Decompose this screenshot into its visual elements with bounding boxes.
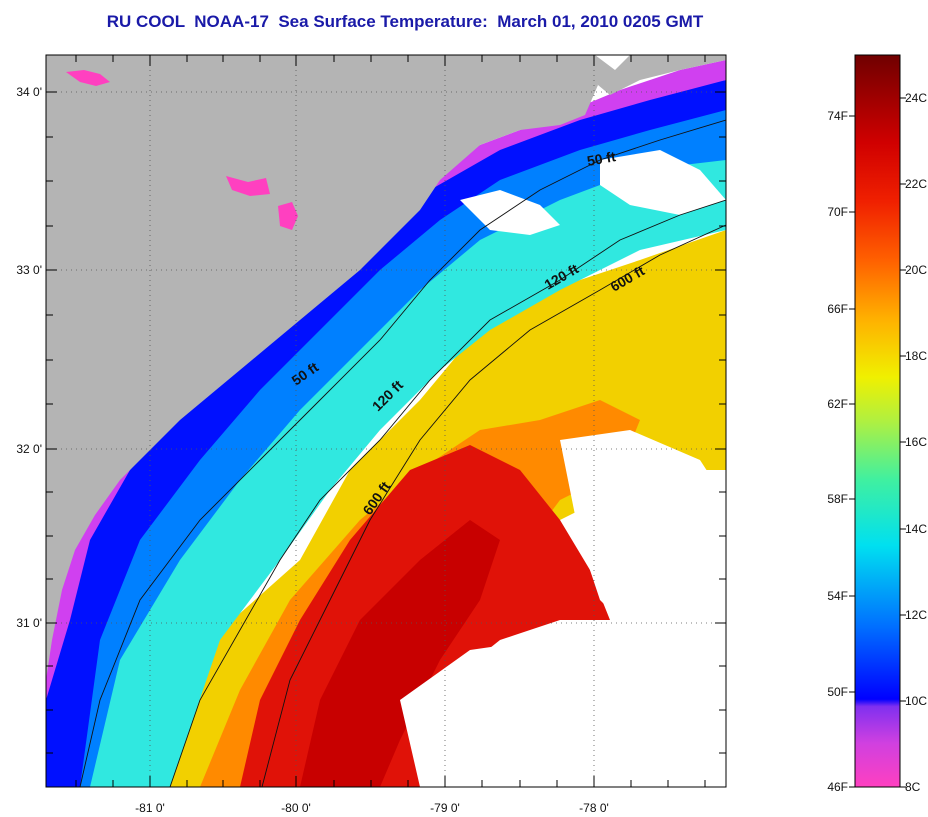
- contour-label: 50 ft: [586, 148, 617, 169]
- colorbar-f-label: 46F: [827, 780, 848, 794]
- frame-ticks: [46, 55, 726, 787]
- contour-600ft: [261, 224, 726, 787]
- lat-tick-label: 33 0': [16, 263, 42, 277]
- colorbar-f-label: 50F: [827, 685, 848, 699]
- colorbar-f-label: 74F: [827, 109, 848, 123]
- colorbar-c-label: 14C: [905, 522, 927, 536]
- colorbar-c-label: 18C: [905, 349, 927, 363]
- map-title: RU COOL NOAA-17 Sea Surface Temperature:…: [106, 12, 704, 31]
- cloud-patch: [460, 190, 560, 235]
- inland-lake: [66, 70, 110, 86]
- lon-tick-label: -78 0': [579, 801, 609, 815]
- colorbar: 74F 70F 66F 62F 58F 54F 50F 46F 24C 22C …: [827, 54, 927, 794]
- colorbar-c-label: 12C: [905, 608, 927, 622]
- gulf-stream-hot: [300, 520, 500, 787]
- lat-tick-label: 32 0': [16, 442, 42, 456]
- lat-tick-label: 34 0': [16, 85, 42, 99]
- colorbar-c-label: 10C: [905, 694, 927, 708]
- colorbar-f-label: 70F: [827, 205, 848, 219]
- lon-tick-label: -80 0': [281, 801, 311, 815]
- graticule: [46, 55, 726, 787]
- colorbar-f-label: 66F: [827, 302, 848, 316]
- lon-tick-label: -81 0': [135, 801, 165, 815]
- inland-lake: [226, 176, 270, 196]
- colorbar-c-label: 22C: [905, 177, 927, 191]
- cloud-patch: [400, 640, 726, 787]
- colorbar-f-label: 58F: [827, 492, 848, 506]
- land-mass-north: [440, 55, 726, 95]
- land-mass: [46, 55, 598, 680]
- colorbar-f-label: 62F: [827, 397, 848, 411]
- colorbar-c-label: 24C: [905, 91, 927, 105]
- cyan-shelf-water: [46, 110, 726, 787]
- colorbar-f-label: 54F: [827, 589, 848, 603]
- colorbar-c-label: 20C: [905, 263, 927, 277]
- map-frame: [45, 54, 727, 788]
- contour-50ft: [79, 119, 726, 787]
- colorbar-scale: [854, 54, 901, 788]
- colorbar-c-label: 8C: [905, 780, 921, 794]
- colorbar-c-label: 16C: [905, 435, 927, 449]
- lon-tick-label: -79 0': [430, 801, 460, 815]
- cloud-patch: [560, 430, 726, 640]
- inland-lake: [278, 202, 298, 230]
- cloud-patch: [600, 150, 726, 215]
- sst-map: [46, 55, 726, 787]
- contour-120ft: [169, 199, 726, 787]
- lat-tick-label: 31 0': [16, 616, 42, 630]
